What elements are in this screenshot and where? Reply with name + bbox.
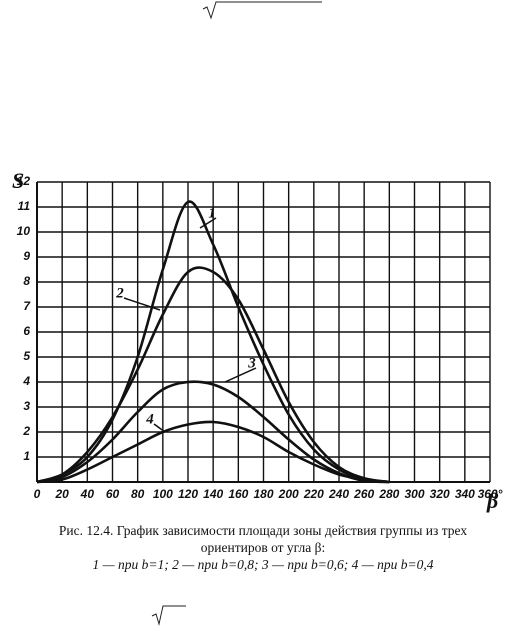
x-tick-label: 100 bbox=[153, 487, 173, 501]
label-leader bbox=[199, 217, 217, 229]
y-tick-label: 12 bbox=[17, 174, 31, 188]
y-tick-label: 11 bbox=[18, 199, 31, 213]
y-tick-label: 9 bbox=[23, 249, 30, 263]
x-axis-label: β bbox=[486, 488, 499, 513]
caption: Рис. 12.4. График зависимости площади зо… bbox=[59, 523, 467, 538]
x-tick-label: 20 bbox=[54, 487, 69, 501]
curve bbox=[36, 420, 390, 484]
x-tick-label: 320 bbox=[430, 487, 450, 501]
x-tick-label: 40 bbox=[80, 487, 95, 501]
scan-fragment bbox=[202, 1, 322, 20]
x-tick-label: 220 bbox=[303, 487, 324, 501]
y-tick-label: 4 bbox=[22, 374, 30, 388]
x-tick-label: 120 bbox=[178, 487, 198, 501]
x-tick-label: 60 bbox=[106, 487, 120, 501]
curve-label: 3 bbox=[247, 355, 256, 371]
curve bbox=[36, 266, 390, 484]
y-tick-label: 10 bbox=[17, 224, 31, 238]
label-leader bbox=[153, 423, 166, 433]
x-tick-label: 300 bbox=[404, 487, 424, 501]
y-tick-label: 5 bbox=[23, 349, 30, 363]
y-tick-label: 3 bbox=[23, 399, 30, 413]
caption: 1 — при b=1; 2 — при b=0,8; 3 — при b=0,… bbox=[93, 557, 434, 572]
x-tick-label: 340 bbox=[455, 487, 475, 501]
curve-label: 4 bbox=[145, 411, 154, 427]
x-tick-label: 80 bbox=[131, 487, 145, 501]
x-tick-label: 360° bbox=[478, 487, 503, 501]
x-tick-label: 140 bbox=[203, 487, 223, 501]
y-tick-label: 8 bbox=[23, 274, 30, 288]
y-tick-label: 1 bbox=[23, 449, 30, 463]
curve bbox=[36, 200, 390, 484]
x-tick-label: 160 bbox=[228, 487, 248, 501]
y-tick-label: 7 bbox=[23, 299, 31, 313]
y-axis-label: S bbox=[12, 168, 24, 193]
y-tick-label: 2 bbox=[22, 424, 30, 438]
x-tick-label: 0 bbox=[34, 487, 41, 501]
x-tick-label: 180 bbox=[253, 487, 273, 501]
x-tick-label: 240 bbox=[328, 487, 349, 501]
curve bbox=[36, 380, 390, 484]
curve-label: 2 bbox=[115, 285, 124, 301]
curve-label: 1 bbox=[208, 205, 216, 221]
x-tick-label: 200 bbox=[278, 487, 299, 501]
x-tick-label: 260 bbox=[353, 487, 374, 501]
scan-fragment bbox=[151, 605, 186, 626]
label-leader bbox=[123, 297, 161, 311]
label-leader bbox=[224, 367, 257, 383]
caption: ориентиров от угла β: bbox=[201, 540, 326, 555]
x-tick-label: 280 bbox=[378, 487, 399, 501]
y-tick-label: 6 bbox=[23, 324, 30, 338]
